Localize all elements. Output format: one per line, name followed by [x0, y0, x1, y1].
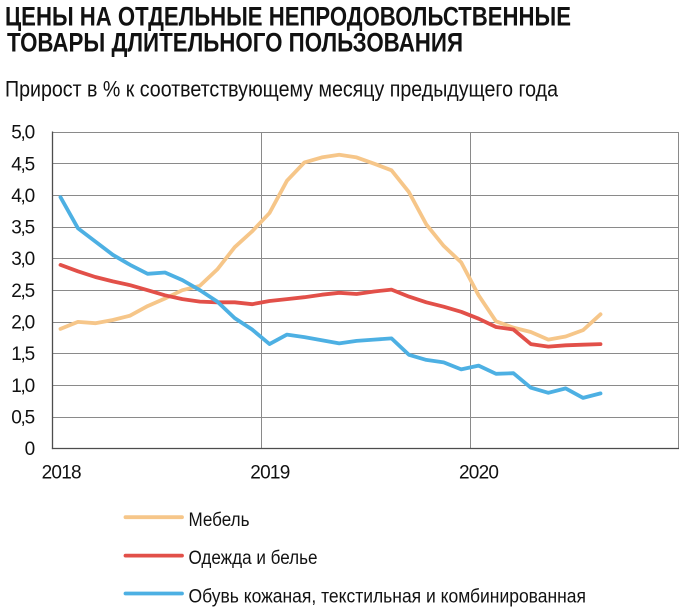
svg-text:4,5: 4,5	[11, 154, 35, 175]
svg-text:5,0: 5,0	[11, 123, 35, 144]
svg-text:ТОВАРЫ ДЛИТЕЛЬНОГО ПОЛЬЗОВАНИЯ: ТОВАРЫ ДЛИТЕЛЬНОГО ПОЛЬЗОВАНИЯ	[7, 28, 463, 58]
svg-text:0,5: 0,5	[11, 407, 35, 428]
svg-text:3,5: 3,5	[11, 218, 35, 239]
svg-text:2020: 2020	[459, 462, 499, 483]
svg-text:2,5: 2,5	[11, 281, 35, 302]
svg-text:Одежда и белье: Одежда и белье	[189, 548, 318, 569]
svg-text:2019: 2019	[250, 462, 290, 483]
svg-text:2018: 2018	[42, 462, 82, 483]
svg-text:Мебель: Мебель	[189, 510, 250, 531]
svg-text:0: 0	[25, 439, 36, 460]
svg-text:1,5: 1,5	[11, 344, 35, 365]
svg-text:2,0: 2,0	[11, 313, 35, 334]
svg-text:4,0: 4,0	[11, 186, 35, 207]
svg-text:ЦЕНЫ НА ОТДЕЛЬНЫЕ НЕПРОДОВОЛЬС: ЦЕНЫ НА ОТДЕЛЬНЫЕ НЕПРОДОВОЛЬСТВЕННЫЕ	[5, 2, 571, 32]
svg-text:Обувь кожаная, текстильная и к: Обувь кожаная, текстильная и комбинирова…	[189, 586, 587, 607]
svg-text:Прирост в % к соответствующему: Прирост в % к соответствующему месяцу пр…	[5, 76, 558, 101]
svg-text:3,0: 3,0	[11, 249, 35, 270]
svg-text:1,0: 1,0	[11, 376, 35, 397]
